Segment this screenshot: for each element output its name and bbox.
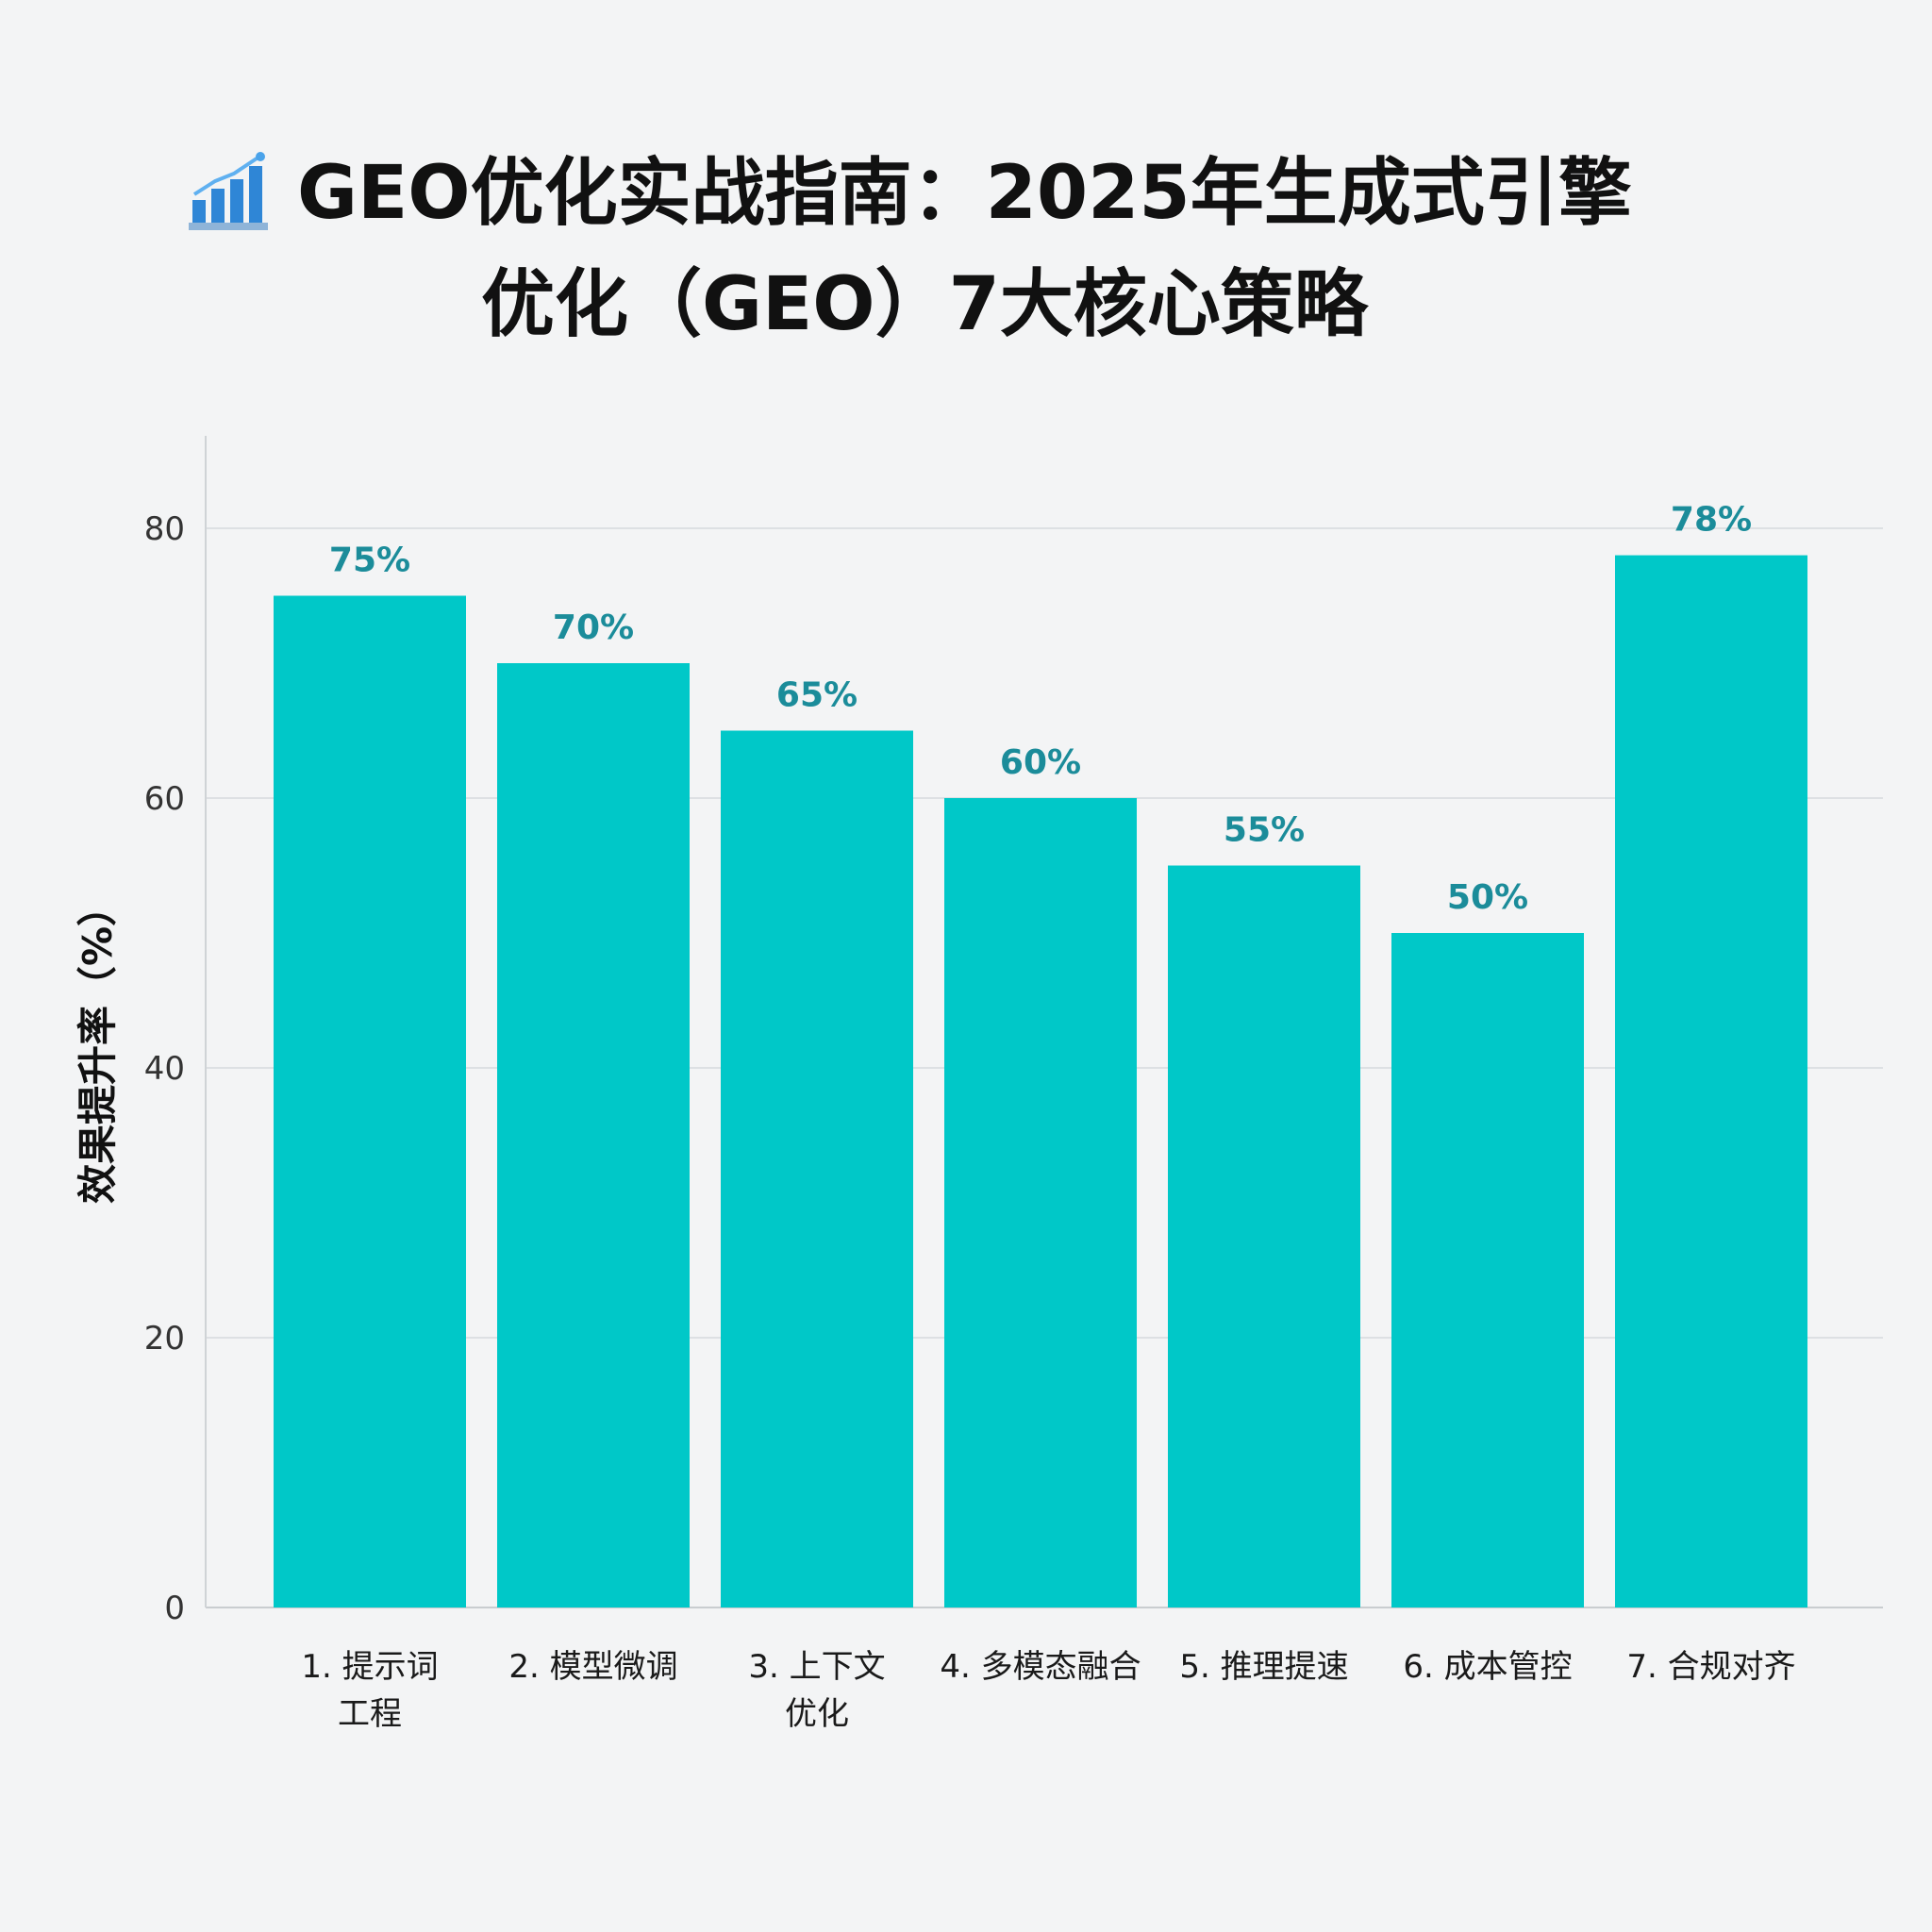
y-tick-label-60: 60	[144, 780, 185, 818]
bar-layer	[274, 555, 1807, 1607]
bar-chart-icon	[189, 152, 268, 230]
value-label-7: 78%	[1671, 501, 1752, 540]
value-label-1: 75%	[329, 541, 410, 580]
bar-2	[497, 663, 690, 1607]
value-label-3: 65%	[776, 676, 858, 715]
category-label-3-line-2: 优化	[785, 1695, 849, 1733]
y-tick-label-20: 20	[144, 1320, 185, 1357]
y-tick-layer: 0 20 40 60 80	[144, 510, 185, 1627]
bar-6	[1391, 933, 1584, 1607]
value-label-4: 60%	[1000, 743, 1081, 782]
value-label-6: 50%	[1447, 878, 1528, 917]
chart-title: GEO优化实战指南：2025年生成式引擎 优化（GEO）7大核心策略	[0, 142, 1932, 358]
y-axis-label: 效果提升率（%）	[75, 887, 121, 1204]
category-label-1-line-1: 1. 提示词	[301, 1648, 438, 1686]
bar-3	[721, 730, 913, 1607]
category-label-5: 5. 推理提速	[1179, 1648, 1348, 1686]
category-label-6: 6. 成本管控	[1403, 1648, 1572, 1686]
category-label-4: 4. 多模态融合	[940, 1648, 1141, 1686]
bar-1	[274, 595, 466, 1607]
value-label-layer: 75% 70% 65% 60% 55% 50% 78%	[329, 501, 1752, 917]
value-label-2: 70%	[553, 608, 634, 647]
y-tick-label-0: 0	[164, 1590, 185, 1627]
title-line-1: GEO优化实战指南：2025年生成式引擎	[297, 151, 1632, 236]
category-label-1-line-2: 工程	[338, 1695, 402, 1733]
y-tick-label-80: 80	[144, 510, 185, 548]
value-label-5: 55%	[1224, 811, 1305, 850]
y-tick-label-40: 40	[144, 1050, 185, 1088]
bar-4	[944, 798, 1137, 1607]
category-label-7: 7. 合规对齐	[1626, 1648, 1795, 1686]
category-label-3-line-1: 3. 上下文	[748, 1648, 885, 1686]
category-label-2: 2. 模型微调	[508, 1648, 677, 1686]
bar-7	[1615, 555, 1807, 1607]
title-line-2: 优化（GEO）7大核心策略	[481, 262, 1368, 347]
bar-5	[1168, 865, 1360, 1607]
